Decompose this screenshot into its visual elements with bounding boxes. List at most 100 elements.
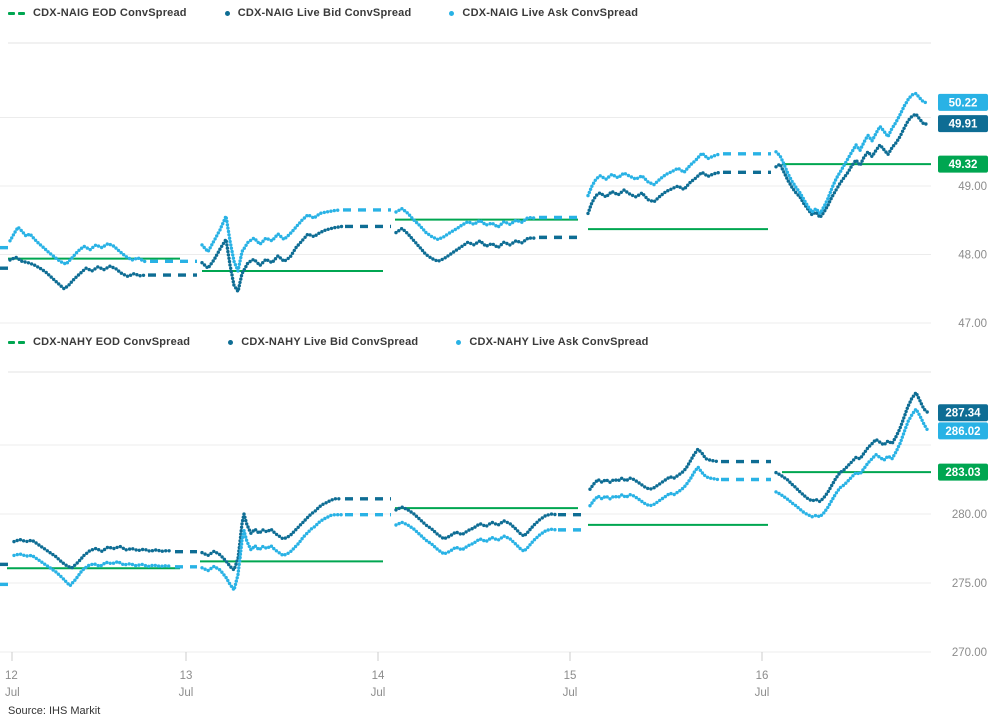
ask-dot — [218, 228, 222, 232]
ask-dot — [244, 538, 249, 542]
y-axis-label: 275.00 — [952, 578, 987, 590]
ask-dot — [17, 226, 21, 230]
bid-dot — [292, 248, 296, 253]
ask-dot — [804, 512, 808, 516]
legend-item-naig-bid[interactable]: CDX-NAIG Live Bid ConvSpread — [224, 7, 412, 19]
bid-dot — [513, 239, 518, 243]
bid-dot — [898, 425, 902, 430]
ask-dot — [827, 502, 832, 507]
ask-dot — [228, 239, 232, 244]
bid-dot — [236, 287, 241, 291]
ask-dot — [147, 564, 151, 568]
bid-dot — [892, 437, 896, 442]
ask-dot — [320, 518, 324, 522]
ask-dot — [237, 265, 241, 270]
ask-dot-marker-icon — [456, 339, 462, 345]
bid-dot — [516, 529, 520, 533]
ask-dot — [464, 545, 468, 549]
bid-dot — [224, 239, 228, 244]
bid-dot — [217, 552, 222, 557]
bid-dot — [532, 236, 536, 240]
ask-dot — [216, 231, 220, 235]
bid-dot — [227, 562, 231, 567]
ask-dot — [895, 448, 899, 452]
ask-dot — [882, 458, 887, 462]
ask-dot — [70, 581, 75, 585]
ask-dot — [443, 551, 448, 555]
ask-dot — [153, 563, 157, 568]
legend-item-nahy-bid[interactable]: CDX-NAHY Live Bid ConvSpread — [228, 336, 418, 348]
bid-dot — [316, 506, 320, 511]
ask-dot — [49, 252, 53, 256]
bid-dot — [203, 552, 207, 556]
ask-dot — [242, 246, 246, 250]
ask-dot — [219, 225, 223, 229]
bid-dot — [207, 264, 211, 269]
ask-dot — [63, 579, 68, 583]
bid-dot — [425, 253, 429, 257]
ask-dot — [837, 172, 841, 176]
ask-dot — [458, 547, 462, 551]
ask-dot — [854, 143, 858, 147]
ask-dot — [452, 546, 456, 550]
bid-dot — [502, 240, 506, 244]
bid-dot — [646, 486, 650, 491]
bid-dot — [493, 522, 498, 526]
bid-dot — [597, 191, 602, 195]
ask-dot — [272, 546, 276, 551]
ask-dot — [397, 521, 401, 526]
ask-dot — [687, 479, 691, 483]
bid-dot — [706, 174, 711, 178]
ask-dot — [246, 541, 250, 546]
ask-dot — [889, 127, 894, 132]
ask-dot — [215, 566, 219, 570]
ask-dot — [414, 220, 419, 225]
ask-dot — [623, 172, 628, 176]
bid-dot — [868, 444, 872, 448]
bid-dot — [435, 532, 439, 536]
ask-dot — [614, 495, 618, 499]
ask-dot — [119, 250, 123, 255]
bid-dot — [100, 549, 104, 553]
ask-dot — [791, 501, 795, 506]
legend-item-nahy-ask[interactable]: CDX-NAHY Live Ask ConvSpread — [456, 336, 648, 348]
bid-dot — [625, 478, 629, 482]
ask-dot — [206, 249, 211, 253]
ask-dot — [13, 230, 17, 234]
bid-dot — [57, 282, 61, 286]
legend-item-nahy-eod[interactable]: CDX-NAHY EOD ConvSpread — [8, 336, 190, 348]
ask-dot — [618, 174, 622, 178]
ask-dot — [620, 493, 624, 497]
ask-dot — [239, 252, 244, 256]
bid-dot — [707, 458, 712, 462]
ask-dot — [91, 245, 95, 250]
bid-dot — [865, 446, 870, 451]
bid-dot — [229, 266, 233, 270]
bid-dot — [783, 173, 787, 177]
bid-dot — [899, 422, 904, 426]
ask-dot — [15, 552, 19, 557]
ask-dot — [839, 169, 843, 173]
bid-dot — [82, 553, 86, 558]
bid-dot — [693, 176, 697, 181]
bid-dot — [443, 536, 448, 540]
ask-dot — [435, 547, 439, 551]
legend-nahy: CDX-NAHY EOD ConvSpread CDX-NAHY Live Bi… — [8, 334, 649, 350]
bid-dot — [422, 521, 426, 525]
legend-item-naig-ask[interactable]: CDX-NAIG Live Ask ConvSpread — [449, 7, 638, 19]
ask-dot — [102, 244, 107, 248]
bid-dot — [54, 554, 58, 559]
ask-dot — [856, 471, 860, 476]
legend-item-naig-eod[interactable]: CDX-NAIG EOD ConvSpread — [8, 7, 187, 19]
ask-dot — [873, 133, 877, 137]
bid-dot — [821, 211, 825, 216]
bid-dot — [669, 187, 673, 191]
bid-dot — [916, 396, 921, 400]
ask-dot — [22, 553, 26, 557]
ask-dot — [237, 562, 241, 567]
ask-dot — [641, 175, 645, 179]
ask-dot — [858, 148, 862, 152]
bid-dot — [829, 197, 833, 201]
ask-dot — [329, 209, 333, 213]
ask-dot — [72, 253, 77, 257]
